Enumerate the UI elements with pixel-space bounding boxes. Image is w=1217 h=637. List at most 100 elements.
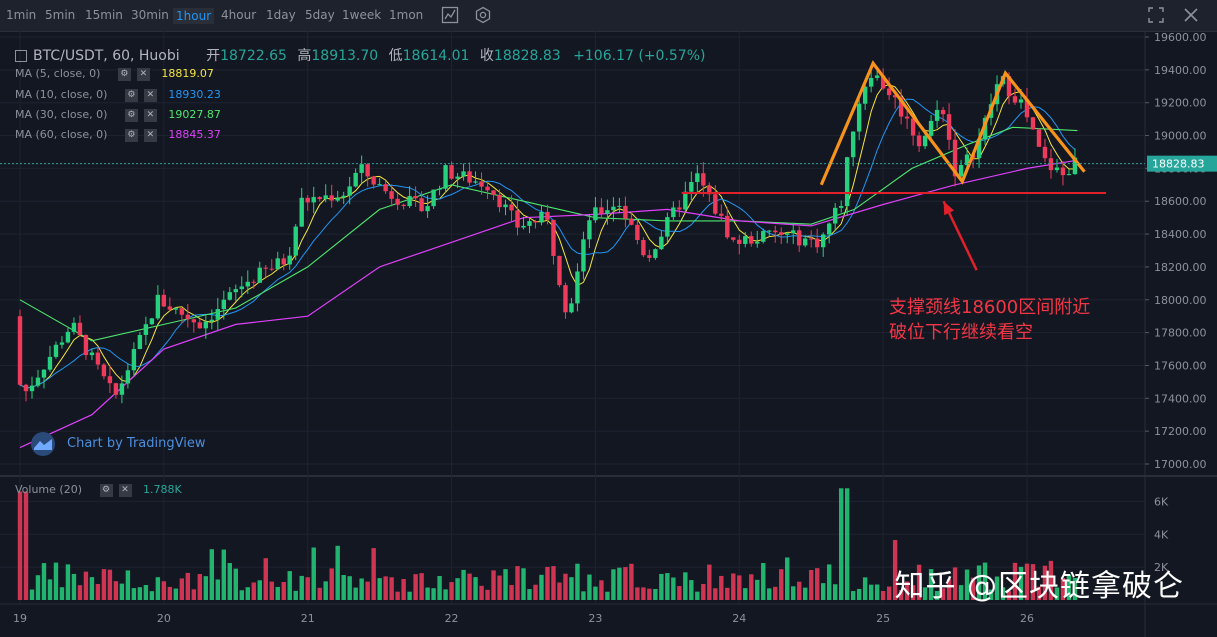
volume-bar bbox=[868, 584, 874, 600]
ma5-label: MA (5, close, 0) bbox=[15, 67, 101, 80]
candle-body bbox=[293, 226, 298, 256]
candle-body bbox=[479, 181, 484, 187]
candle-body bbox=[1006, 76, 1012, 97]
candle-body bbox=[167, 306, 173, 310]
volume-bar bbox=[886, 586, 892, 600]
interval-1hour[interactable]: 1hour bbox=[173, 8, 215, 24]
candle-body bbox=[383, 184, 388, 192]
gear-icon[interactable]: ⚙ bbox=[124, 88, 138, 102]
candle-body bbox=[473, 181, 478, 183]
candle-body bbox=[934, 109, 940, 121]
interval-4hour[interactable]: 4hour bbox=[221, 8, 257, 22]
close-icon[interactable]: ✕ bbox=[118, 483, 132, 497]
volume-bar bbox=[89, 577, 95, 600]
candle-body bbox=[53, 344, 59, 357]
candle-body bbox=[305, 197, 310, 203]
volume-bar bbox=[1006, 591, 1012, 600]
volume-bar bbox=[17, 491, 23, 600]
gear-icon[interactable]: ⚙ bbox=[124, 128, 138, 142]
candle-body bbox=[239, 286, 244, 290]
candle-body bbox=[743, 236, 748, 244]
candle-body bbox=[347, 186, 352, 196]
volume-bar bbox=[803, 587, 808, 600]
fullscreen-icon[interactable] bbox=[1147, 6, 1165, 24]
close-icon[interactable]: ✕ bbox=[136, 67, 150, 81]
volume-bar bbox=[377, 578, 382, 600]
candle-body bbox=[209, 319, 215, 322]
volume-bar bbox=[970, 577, 976, 600]
volume-bar bbox=[353, 587, 358, 600]
volume-bar bbox=[251, 582, 256, 600]
tradingview-credit[interactable]: Chart by TradingView bbox=[67, 436, 206, 451]
interval-5min[interactable]: 5min bbox=[45, 8, 76, 22]
volume-bar bbox=[1000, 587, 1006, 600]
volume-bar bbox=[958, 585, 964, 600]
volume-bar bbox=[641, 587, 646, 600]
interval-1day[interactable]: 1day bbox=[266, 8, 296, 22]
time-tick-label: 24 bbox=[732, 612, 746, 625]
collapse-icon[interactable] bbox=[15, 50, 27, 62]
current-price-badge bbox=[1147, 155, 1217, 172]
candle-body bbox=[940, 109, 946, 115]
volume-bar bbox=[994, 576, 1000, 600]
candle-body bbox=[611, 206, 616, 211]
candle-body bbox=[922, 135, 928, 147]
ma60-legend: MA (60, close, 0) ⚙ ✕ 18845.37 bbox=[15, 128, 221, 142]
candle-body bbox=[29, 385, 35, 392]
interval-toolbar: 1min 5min 15min 30min 1hour 4hour 1day 5… bbox=[0, 0, 1217, 32]
volume-bar bbox=[587, 574, 592, 600]
symbol-label: BTC/USDT, 60, Huobi bbox=[33, 48, 180, 64]
gear-icon[interactable]: ⚙ bbox=[99, 483, 113, 497]
candle-body bbox=[23, 384, 29, 392]
gear-icon[interactable]: ⚙ bbox=[117, 67, 131, 81]
volume-bar bbox=[131, 588, 137, 600]
interval-5day[interactable]: 5day bbox=[305, 8, 335, 22]
candle-body bbox=[395, 198, 400, 205]
interval-30min[interactable]: 30min bbox=[131, 8, 169, 22]
candle-body bbox=[191, 319, 197, 323]
candle-body bbox=[659, 236, 664, 250]
close-icon[interactable]: ✕ bbox=[143, 128, 157, 142]
volume-bar bbox=[467, 573, 472, 600]
volume-bar bbox=[209, 549, 215, 600]
interval-1min[interactable]: 1min bbox=[6, 8, 37, 22]
volume-bar bbox=[659, 573, 664, 600]
interval-15min[interactable]: 15min bbox=[85, 8, 123, 22]
settings-icon[interactable] bbox=[474, 6, 492, 24]
volume-bar bbox=[683, 572, 688, 600]
candle-body bbox=[868, 77, 874, 87]
close-icon[interactable] bbox=[1182, 6, 1200, 24]
candle-body bbox=[976, 139, 982, 159]
volume-bar bbox=[539, 574, 544, 600]
candle-body bbox=[287, 255, 292, 265]
candle-body bbox=[107, 376, 113, 384]
candle-body bbox=[323, 195, 328, 200]
volume-bar bbox=[509, 585, 514, 600]
volume-bar bbox=[491, 570, 496, 600]
candle-body bbox=[101, 364, 107, 377]
volume-bar bbox=[605, 591, 610, 600]
axes: 17000.00 17200.00 17400.00 17600.00 17800.00… bbox=[0, 31, 1217, 625]
gear-icon[interactable]: ⚙ bbox=[124, 108, 138, 122]
high-value: 18913.70 bbox=[311, 48, 379, 64]
interval-1week[interactable]: 1week bbox=[342, 8, 382, 22]
close-icon[interactable]: ✕ bbox=[143, 108, 157, 122]
indicators-icon[interactable] bbox=[441, 6, 459, 24]
candle-body bbox=[671, 207, 676, 218]
volume-bar bbox=[503, 569, 508, 600]
volume-bar bbox=[773, 586, 778, 600]
volume-bar bbox=[317, 587, 322, 600]
volume-tick-label: 6K bbox=[1154, 495, 1169, 508]
interval-1mon[interactable]: 1mon bbox=[389, 8, 424, 22]
candle-body bbox=[821, 234, 826, 248]
candle-body bbox=[185, 314, 191, 320]
close-icon[interactable]: ✕ bbox=[143, 88, 157, 102]
price-chart[interactable]: 17000.00 17200.00 17400.00 17600.00 17800.00… bbox=[0, 31, 1217, 637]
candle-body bbox=[725, 215, 730, 238]
volume-bar bbox=[1042, 565, 1048, 600]
candle-body bbox=[155, 294, 161, 319]
candle-body bbox=[143, 324, 149, 335]
candle-body bbox=[737, 239, 742, 244]
volume-bar bbox=[299, 575, 304, 600]
volume-bar bbox=[785, 557, 790, 600]
